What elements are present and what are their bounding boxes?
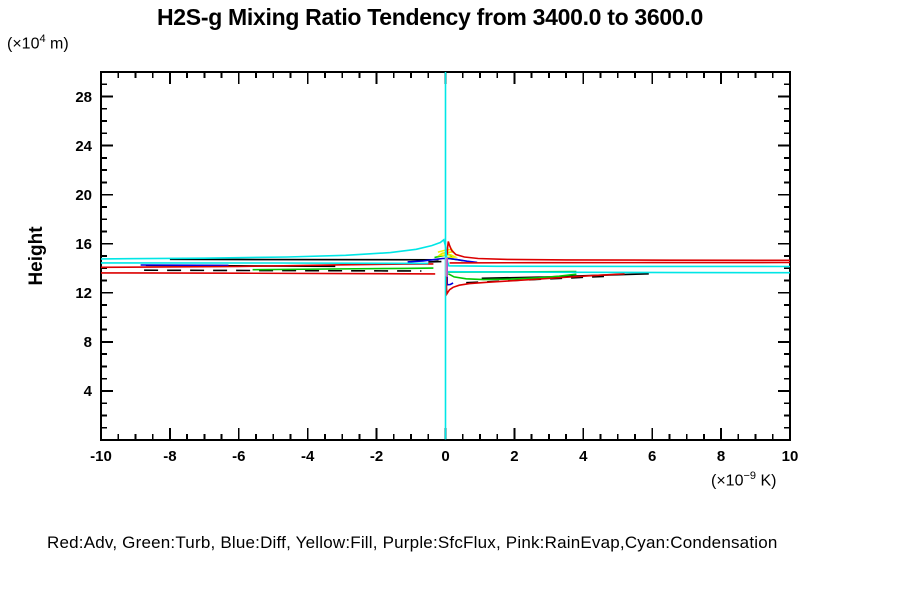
x-unit-exponent: −9 (743, 470, 757, 482)
series-condensation-flat-right (447, 270, 791, 274)
x-tick-label: 10 (781, 448, 799, 465)
series-adv-left-lower (100, 272, 436, 275)
y-axis-unit: (×104 m) (7, 33, 69, 53)
chart-title: H2S-g Mixing Ratio Tendency from 3400.0 … (157, 4, 703, 30)
x-tick-label: 8 (716, 448, 726, 465)
series-condensation-flat-left (100, 262, 429, 265)
series-total-mid-dashed (144, 269, 422, 272)
series-total-upper-a (169, 258, 439, 261)
x-tick-label: -6 (232, 448, 246, 465)
x-tick-label: 4 (579, 448, 588, 465)
y-tick-label: 24 (75, 137, 92, 155)
x-tick-label: 2 (510, 448, 519, 465)
x-axis-unit: (×10−9 K) (711, 470, 777, 490)
y-tick-label: 20 (75, 186, 92, 204)
x-tick-label: -8 (163, 448, 177, 465)
y-tick-label: 16 (75, 235, 92, 253)
series-turb-lower (447, 273, 577, 281)
y-tick-label: 8 (83, 333, 92, 351)
y-tick-label: 4 (83, 382, 92, 400)
series-adv-peak-upper (446, 241, 791, 262)
x-tick-label: 6 (648, 448, 657, 465)
series-condensation-hump (100, 238, 791, 268)
x-tick-label: 0 (441, 448, 450, 465)
x-tick-label: -4 (301, 448, 315, 465)
legend-text: Red:Adv, Green:Turb, Blue:Diff, Yellow:F… (47, 533, 778, 552)
series-adv-spike-lower (445, 273, 625, 297)
x-tick-label: -2 (369, 448, 384, 465)
y-tick-label: 28 (75, 88, 92, 106)
y-tick-label: 12 (75, 284, 92, 302)
y-unit-exponent: 4 (39, 33, 46, 45)
series-turb-left (252, 267, 434, 271)
x-tick-label: -10 (90, 448, 112, 465)
